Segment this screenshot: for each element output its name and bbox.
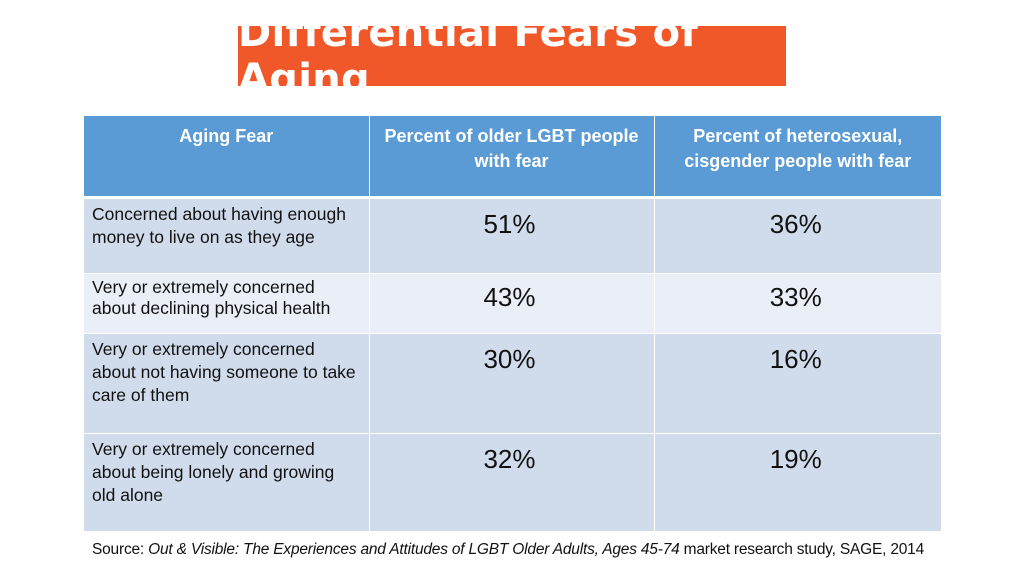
lgbt-percent: 43% — [483, 281, 536, 312]
hetero-percent-cell: 33% — [654, 273, 941, 334]
source-suffix: market research study, SAGE, 2014 — [679, 541, 925, 558]
lgbt-percent: 30% — [483, 343, 536, 374]
lgbt-percent: 32% — [483, 443, 536, 474]
fear-label: Very or extremely concerned about declin… — [84, 273, 370, 334]
source-prefix: Source: — [92, 541, 149, 558]
fear-label: Very or extremely concerned about not ha… — [84, 333, 370, 434]
lgbt-percent-cell: 43% — [369, 273, 655, 334]
table-row: Very or extremely concerned about not ha… — [84, 333, 941, 434]
lgbt-percent: 51% — [483, 208, 536, 239]
hetero-percent-cell: 16% — [654, 333, 941, 434]
table-header-row: Aging Fear Percent of older LGBT people … — [84, 116, 941, 199]
header-aging-fear: Aging Fear — [84, 116, 370, 199]
lgbt-percent-cell: 32% — [369, 433, 655, 532]
aging-fears-table: Aging Fear Percent of older LGBT people … — [84, 116, 941, 532]
table-row: Very or extremely concerned about declin… — [84, 273, 941, 334]
lgbt-percent-cell: 51% — [369, 197, 655, 274]
source-work-title: Out & Visible: The Experiences and Attit… — [148, 541, 680, 558]
table-row: Very or extremely concerned about being … — [84, 433, 941, 532]
fear-label: Very or extremely concerned about being … — [84, 433, 370, 532]
fear-label: Concerned about having enough money to l… — [84, 197, 370, 274]
source-citation: Source: Out & Visible: The Experiences a… — [92, 541, 924, 559]
header-lgbt-percent: Percent of older LGBT people with fear — [369, 116, 655, 199]
hetero-percent: 36% — [769, 208, 822, 239]
hetero-percent-cell: 19% — [654, 433, 941, 532]
page-title: Differential Fears of Aging — [238, 10, 699, 102]
hetero-percent: 19% — [769, 443, 822, 474]
hetero-percent-cell: 36% — [654, 197, 941, 274]
lgbt-percent-cell: 30% — [369, 333, 655, 434]
hetero-percent: 16% — [769, 343, 822, 374]
table-row: Concerned about having enough money to l… — [84, 197, 941, 274]
header-hetero-percent: Percent of heterosexual, cisgender peopl… — [654, 116, 941, 199]
title-banner: Differential Fears of Aging — [238, 10, 786, 102]
hetero-percent: 33% — [769, 281, 822, 312]
